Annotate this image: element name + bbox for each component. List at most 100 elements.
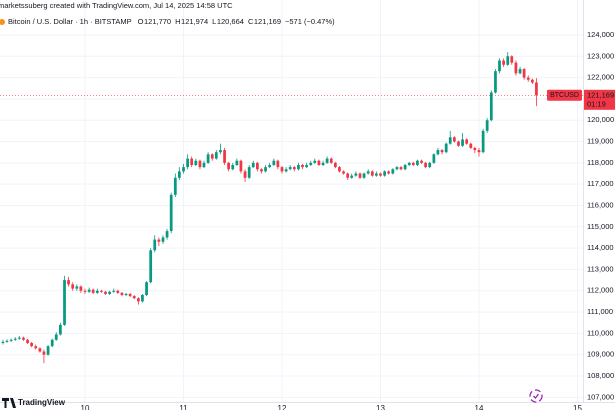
candle-body — [268, 164, 272, 168]
candle — [116, 289, 120, 294]
candle-body — [350, 175, 354, 178]
ohlc-label: O — [138, 17, 144, 26]
candle-body — [1, 341, 5, 343]
candle — [309, 160, 313, 167]
y-tick-label: 120,000 — [587, 115, 614, 124]
candle — [391, 168, 395, 175]
candle-body — [194, 160, 198, 165]
candle-body — [128, 293, 132, 297]
replay-ring[interactable] — [529, 389, 543, 403]
candle-body — [309, 162, 313, 165]
candle — [214, 150, 218, 160]
candle — [498, 58, 501, 74]
candle — [182, 163, 185, 174]
y-tick-label: 111,000 — [587, 307, 613, 316]
candle-body — [436, 150, 440, 155]
ohlc-label: H — [175, 17, 180, 26]
ohlc-values: O 121,770 H 121,974 L 120,664 C 121,169 −571 (−0… — [138, 17, 335, 26]
candle — [165, 228, 169, 240]
candle — [157, 237, 161, 246]
candle — [128, 292, 132, 298]
candle — [210, 153, 214, 161]
candle — [305, 162, 308, 169]
y-tick-label: 113,000 — [587, 264, 614, 273]
candle-body — [34, 346, 38, 349]
candle — [358, 172, 362, 179]
candle — [46, 345, 50, 356]
candle-body — [214, 152, 218, 159]
candle — [153, 235, 157, 253]
candle — [95, 288, 99, 294]
y-tick-label: 119,000 — [587, 137, 614, 146]
candle-body — [26, 339, 29, 343]
candle-body — [251, 162, 255, 168]
candle-body — [403, 164, 407, 170]
candle-body — [198, 160, 202, 168]
candle — [145, 281, 148, 297]
candle — [161, 235, 165, 244]
candle-body — [498, 60, 501, 72]
candle-body — [206, 154, 210, 163]
candle — [420, 159, 423, 164]
candle — [535, 78, 538, 107]
candle-body — [177, 171, 181, 178]
y-tick-label: 123,000 — [587, 51, 614, 60]
candle — [112, 288, 116, 293]
candle — [243, 169, 247, 183]
candle-body — [432, 154, 436, 163]
candle-body — [137, 298, 140, 302]
candle — [469, 142, 473, 149]
candle-body — [5, 340, 9, 342]
candle — [264, 164, 267, 173]
candle-body — [91, 289, 95, 293]
candle-body — [329, 158, 333, 163]
candle — [370, 170, 374, 177]
candle-body — [153, 239, 157, 251]
candle-body — [276, 160, 280, 168]
replay-check[interactable] — [533, 393, 540, 399]
candle-body — [325, 158, 329, 163]
candle — [440, 148, 444, 155]
change-value: −571 (−0.47%) — [285, 17, 335, 26]
candle-body — [526, 77, 530, 80]
candle-body — [124, 293, 128, 296]
candle-body — [255, 162, 259, 170]
y-tick-label: 115,000 — [587, 222, 614, 231]
x-tick-label: 15 — [573, 404, 582, 410]
candle — [403, 163, 407, 171]
candle — [342, 170, 345, 175]
candle — [362, 172, 366, 179]
candle — [526, 75, 530, 82]
candle — [206, 152, 210, 164]
candle — [108, 290, 111, 296]
price-tag: 121,169 — [587, 90, 614, 99]
candle — [288, 164, 292, 171]
candle — [198, 159, 202, 170]
candle-body — [292, 167, 296, 170]
candle — [346, 172, 350, 180]
ohlc-value: 121,169 — [254, 17, 281, 26]
candle-body — [161, 237, 165, 242]
candle — [292, 166, 296, 172]
candle-body — [305, 164, 308, 168]
candle — [334, 161, 337, 169]
candle — [34, 344, 38, 350]
candle-body — [95, 290, 99, 293]
replay-icon[interactable] — [529, 389, 543, 403]
candle-body — [502, 60, 505, 65]
candle-body — [358, 173, 362, 178]
candle — [186, 154, 190, 170]
candle — [436, 147, 440, 156]
candle — [272, 158, 276, 167]
candle — [379, 172, 382, 177]
candle-body — [112, 290, 116, 292]
candle — [132, 295, 136, 300]
x-tick-label: 11 — [179, 404, 188, 410]
candle-body — [235, 160, 239, 165]
candle — [457, 140, 460, 147]
candle-body — [362, 173, 366, 178]
candle-body — [132, 296, 136, 299]
candle — [87, 287, 91, 293]
candle-body — [494, 71, 497, 93]
candle — [428, 161, 432, 169]
